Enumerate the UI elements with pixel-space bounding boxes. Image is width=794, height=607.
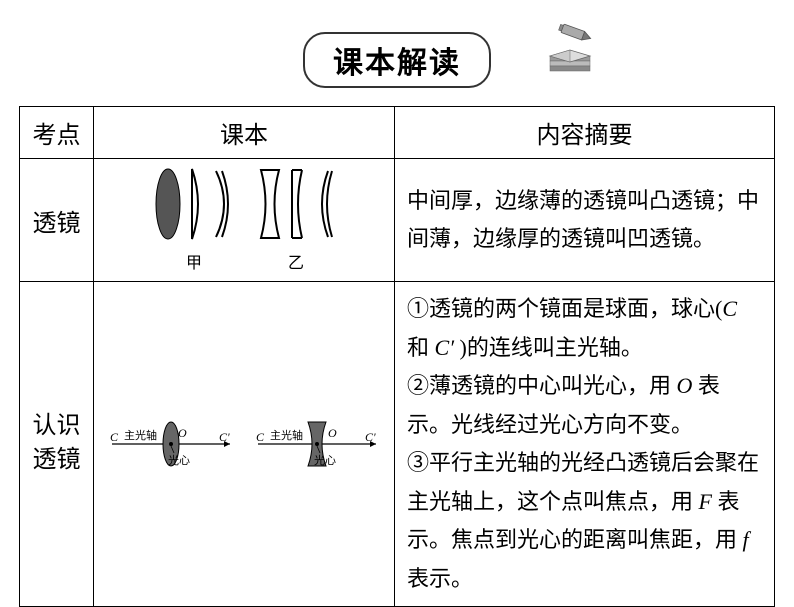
concave-label: 乙: [288, 249, 304, 273]
table-row: 认识透镜 C C' O 主光轴 光心: [20, 282, 775, 607]
biconvex-lens-icon: [154, 167, 182, 241]
content-table: 考点 课本 内容摘要 透镜: [19, 106, 775, 607]
svg-text:主光轴: 主光轴: [124, 428, 157, 442]
svg-text:C: C: [110, 430, 119, 444]
convex-lens-group: 甲: [154, 167, 234, 273]
symbol-o: O: [677, 373, 693, 398]
meniscus-convex-lens-icon: [212, 167, 234, 241]
convex-axis-icon: C C' O 主光轴 光心: [106, 409, 236, 479]
meniscus-concave-lens-icon: [312, 167, 334, 241]
header-kaodian: 考点: [20, 107, 94, 159]
svg-text:O: O: [178, 426, 187, 440]
svg-text:C': C': [219, 430, 230, 444]
book-icon: [544, 22, 602, 78]
symbol-cprime: C′: [435, 335, 455, 360]
text-segment: )的连线叫主光轴。: [454, 335, 643, 360]
neirong-cell-2: ①透镜的两个镜面是球面，球心(C 和 C′ )的连线叫主光轴。 ②薄透镜的中心叫…: [395, 282, 775, 607]
keben-cell-2: C C' O 主光轴 光心 C C' O 主光轴 光心: [94, 282, 395, 607]
lens-shapes-diagram: 甲: [106, 167, 382, 273]
svg-text:C: C: [256, 430, 265, 444]
symbol-f-upper: F: [699, 489, 712, 514]
text-segment: ①透镜的两个镜面是球面，球心(: [407, 296, 722, 321]
text-segment: 和: [407, 335, 435, 360]
svg-text:O: O: [328, 426, 337, 440]
optical-axis-diagram: C C' O 主光轴 光心 C C' O 主光轴 光心: [106, 409, 382, 479]
biconcave-lens-icon: [258, 167, 282, 241]
header-neirong: 内容摘要: [395, 107, 775, 159]
table-row: 透镜: [20, 159, 775, 282]
header-keben: 课本: [94, 107, 395, 159]
svg-text:C': C': [365, 430, 376, 444]
planoconvex-lens-icon: [188, 167, 206, 241]
text-segment: 表示。: [407, 566, 473, 591]
kaodian-cell-2: 认识透镜: [20, 282, 94, 607]
keben-cell-1: 甲: [94, 159, 395, 282]
text-segment: ②薄透镜的中心叫光心，用: [407, 373, 677, 398]
svg-text:光心: 光心: [314, 453, 336, 467]
planoconcave-lens-icon: [288, 167, 306, 241]
neirong-cell-1: 中间厚，边缘薄的透镜叫凸透镜；中间薄，边缘厚的透镜叫凹透镜。: [395, 159, 775, 282]
concave-axis-icon: C C' O 主光轴 光心: [252, 409, 382, 479]
symbol-f-lower: f: [743, 527, 749, 552]
svg-text:光心: 光心: [168, 453, 190, 467]
symbol-c: C: [722, 296, 737, 321]
page-title: 课本解读: [303, 32, 491, 88]
svg-text:主光轴: 主光轴: [270, 428, 303, 442]
kaodian-cell-1: 透镜: [20, 159, 94, 282]
concave-lens-group: 乙: [258, 167, 334, 273]
convex-label: 甲: [186, 249, 202, 273]
header: 课本解读: [0, 0, 794, 106]
kaodian-text: 认识透镜: [32, 410, 81, 477]
table-header-row: 考点 课本 内容摘要: [20, 107, 775, 159]
